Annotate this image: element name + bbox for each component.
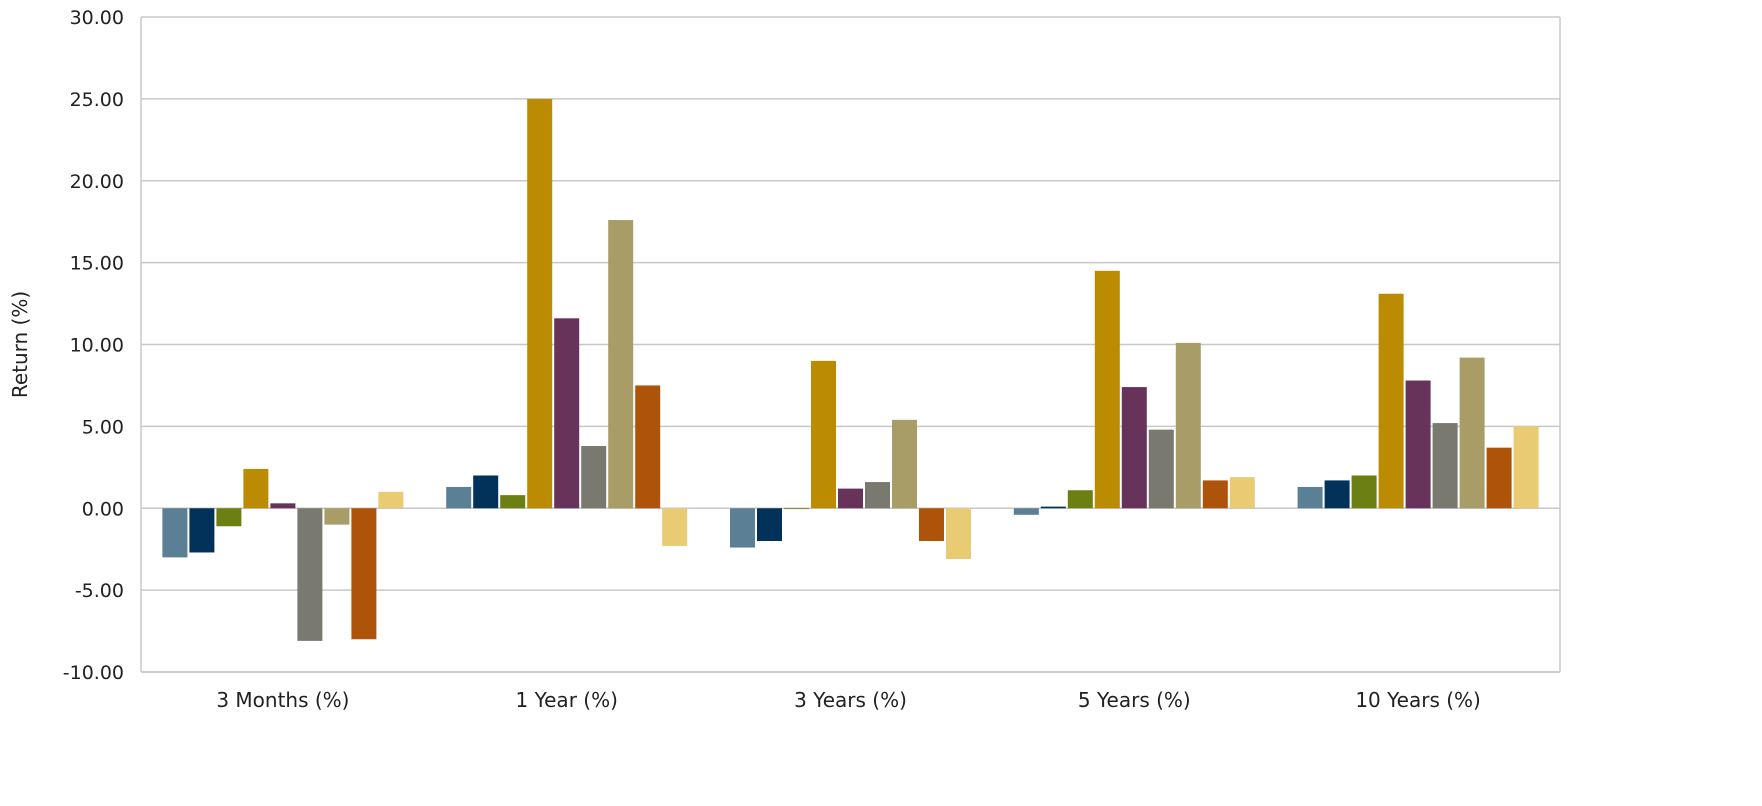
bar <box>324 508 350 525</box>
bar <box>243 468 269 509</box>
bar <box>1067 490 1093 509</box>
bar <box>1405 380 1431 509</box>
bar <box>527 98 553 509</box>
y-axis-title: Return (%) <box>8 291 32 398</box>
y-tick-label: 5.00 <box>82 416 124 438</box>
bar <box>1121 387 1147 509</box>
bar <box>1148 429 1174 509</box>
bar <box>1351 475 1377 509</box>
bar <box>581 446 607 509</box>
x-category-label: 3 Years (%) <box>794 688 907 712</box>
y-tick-label: 20.00 <box>70 171 124 193</box>
x-category-label: 10 Years (%) <box>1355 688 1481 712</box>
bar <box>1094 270 1120 509</box>
bar <box>500 495 526 509</box>
bar <box>378 491 404 509</box>
bar <box>1378 293 1404 509</box>
y-tick-label: 10.00 <box>70 335 124 357</box>
bar <box>811 360 836 509</box>
axes <box>140 17 1561 673</box>
y-tick-label: 25.00 <box>70 89 124 111</box>
bar <box>635 385 661 509</box>
y-tick-label: -10.00 <box>63 662 124 684</box>
bar <box>1513 426 1539 509</box>
bar <box>1229 477 1255 509</box>
bar <box>1013 508 1039 515</box>
bar <box>554 318 580 509</box>
bar <box>189 508 215 553</box>
y-tick-label: 30.00 <box>70 7 124 29</box>
bar <box>446 486 472 509</box>
bar <box>1324 480 1350 509</box>
bar <box>1459 357 1485 509</box>
bar <box>216 508 242 527</box>
y-tick-label: -5.00 <box>75 580 124 602</box>
bar <box>892 419 917 509</box>
bar <box>1175 342 1201 509</box>
bar <box>730 508 755 548</box>
bar <box>919 508 944 541</box>
y-tick-label: 15.00 <box>70 253 124 275</box>
x-category-label: 3 Months (%) <box>216 688 349 712</box>
x-category-label: 5 Years (%) <box>1078 688 1191 712</box>
y-tick-label: 0.00 <box>82 498 124 520</box>
bar <box>1432 423 1458 509</box>
bar <box>473 475 499 509</box>
bars <box>162 98 1539 641</box>
bar <box>1202 480 1228 509</box>
bar <box>784 508 809 510</box>
bar <box>1040 506 1066 509</box>
bar <box>838 488 863 509</box>
bar <box>270 503 296 509</box>
x-category-label: 1 Year (%) <box>515 688 617 712</box>
bar <box>351 508 377 640</box>
bar <box>297 508 323 641</box>
bar <box>1297 486 1323 509</box>
bar <box>608 220 634 509</box>
bar <box>162 508 188 558</box>
bar <box>865 482 890 509</box>
x-category-labels: 3 Months (%) 1 Year (%) 3 Years (%) 5 Years… <box>216 688 1481 712</box>
bar <box>757 508 782 541</box>
bar <box>946 508 971 560</box>
bar <box>662 508 688 546</box>
y-tick-labels: 30.00 25.00 20.00 15.00 10.00 5.00 0.00 -5.00 -1… <box>63 7 124 684</box>
bar <box>1486 447 1512 509</box>
